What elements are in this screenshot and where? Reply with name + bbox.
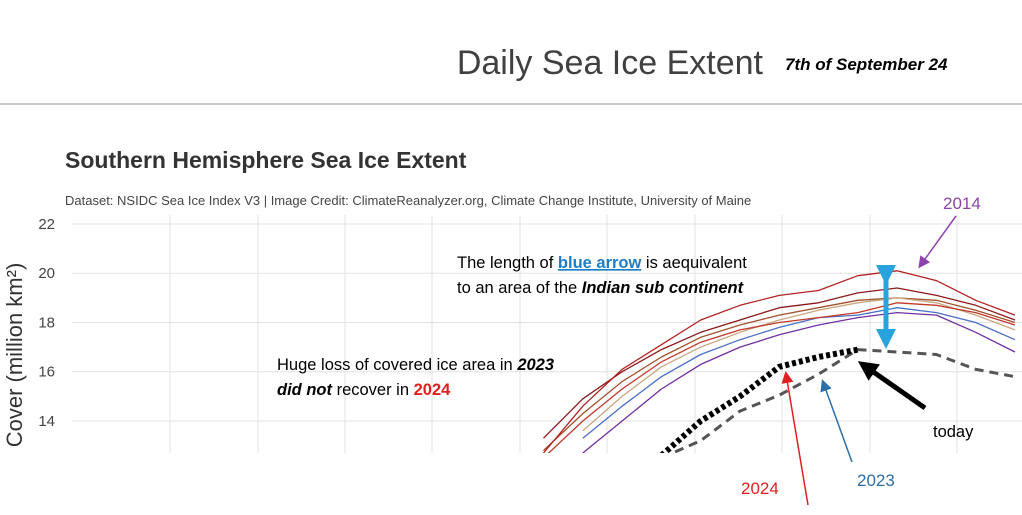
y-tick-label: 14 [38,413,55,430]
series-line [543,287,1016,439]
label-2024: 2024 [741,479,779,498]
note-text: recover in [332,381,414,399]
arrow-2024 [781,371,809,506]
y-axis-label: Cover (million km²) [2,263,27,448]
slide-title: Daily Sea Ice Extent [457,44,764,82]
chart-subtitle: Dataset: NSIDC Sea Ice Index V3 | Image … [65,193,751,208]
note-text: 2024 [414,381,452,399]
label-today: today [933,423,974,441]
y-tick-label: 22 [38,216,55,233]
note-arrow: The length of blue arrow is aequivalent [457,254,747,272]
note-text: blue arrow [558,254,642,272]
plot [543,270,1016,453]
note-text: to an area of the [457,279,582,297]
label-2014: 2014 [943,194,981,213]
series-line [668,348,1016,453]
arrow-2023 [820,379,853,463]
series-line [582,307,1016,439]
note-text: is aequivalent [641,254,747,272]
note-loss: did not recover in 2024 [277,381,451,399]
series-line [582,297,1016,432]
slide-date: 7th of September 24 [785,55,948,74]
note-loss: Huge loss of covered ice area in 2023 [277,356,554,374]
note-text: did not [277,381,333,399]
note-arrow: to an area of the Indian sub continent [457,279,745,297]
series-line [582,311,1016,453]
series-line [659,346,859,453]
arrow-today [857,361,927,411]
note-text: Huge loss of covered ice area in [277,356,517,374]
y-tick-label: 20 [38,265,55,282]
note-text: Indian sub continent [582,279,745,297]
series-line [547,302,1016,453]
series-line [543,297,1016,451]
note-text: The length of [457,254,558,272]
series-line [543,270,1016,453]
y-tick-label: 18 [38,314,55,331]
label-2023: 2023 [857,471,895,490]
y-ticks: 14 16 18 20 22 [38,216,55,430]
note-text: 2023 [516,356,554,374]
arrow-2014 [918,215,957,269]
y-tick-label: 16 [38,364,55,381]
chart-title: Southern Hemisphere Sea Ice Extent [65,147,467,173]
